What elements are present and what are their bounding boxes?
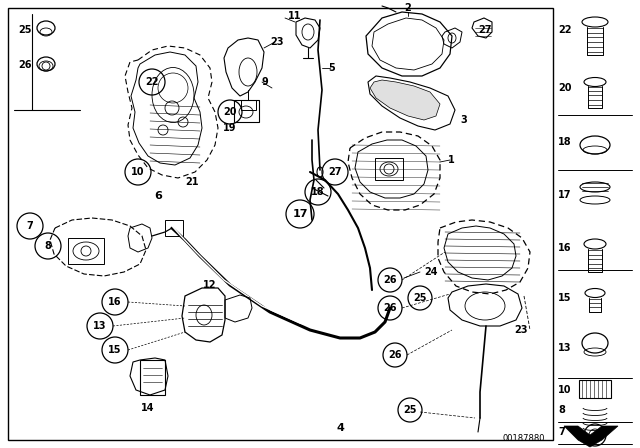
Text: 25: 25	[413, 293, 427, 303]
Polygon shape	[370, 80, 440, 120]
Text: 5: 5	[328, 63, 335, 73]
Text: 16: 16	[108, 297, 122, 307]
Text: 23: 23	[514, 325, 527, 335]
Text: 15: 15	[558, 293, 572, 303]
Text: 26: 26	[18, 60, 31, 70]
Text: 23: 23	[270, 37, 284, 47]
Text: 16: 16	[558, 243, 572, 253]
Text: 18: 18	[311, 187, 325, 197]
Text: 27: 27	[478, 25, 492, 35]
Text: 17: 17	[292, 209, 308, 219]
Text: 26: 26	[383, 303, 397, 313]
Polygon shape	[564, 426, 618, 447]
Text: 2: 2	[404, 3, 412, 13]
Text: 27: 27	[328, 167, 342, 177]
Text: 10: 10	[558, 385, 572, 395]
Text: 14: 14	[141, 403, 155, 413]
Text: 4: 4	[336, 423, 344, 433]
Text: 8: 8	[558, 405, 565, 415]
Text: 19: 19	[223, 123, 237, 133]
Text: 26: 26	[383, 275, 397, 285]
Text: 26: 26	[388, 350, 402, 360]
Text: 1: 1	[448, 155, 455, 165]
Text: 21: 21	[185, 177, 199, 187]
Text: 25: 25	[18, 25, 31, 35]
Text: 25: 25	[403, 405, 417, 415]
Text: 13: 13	[93, 321, 107, 331]
Text: 8: 8	[45, 241, 51, 251]
Text: 20: 20	[223, 107, 237, 117]
Text: 22: 22	[145, 77, 159, 87]
Text: 22: 22	[558, 25, 572, 35]
Text: 7: 7	[27, 221, 33, 231]
Text: 20: 20	[558, 83, 572, 93]
Text: 00187880: 00187880	[502, 434, 545, 443]
Text: 6: 6	[154, 191, 162, 201]
Text: 18: 18	[558, 137, 572, 147]
Text: 13: 13	[558, 343, 572, 353]
Text: 7: 7	[558, 427, 564, 437]
Text: 15: 15	[108, 345, 122, 355]
Text: 9: 9	[262, 77, 269, 87]
Text: 11: 11	[288, 11, 301, 21]
Text: 10: 10	[131, 167, 145, 177]
Text: 17: 17	[558, 190, 572, 200]
Text: 12: 12	[204, 280, 217, 290]
Text: 24: 24	[424, 267, 438, 277]
Text: 3: 3	[460, 115, 467, 125]
